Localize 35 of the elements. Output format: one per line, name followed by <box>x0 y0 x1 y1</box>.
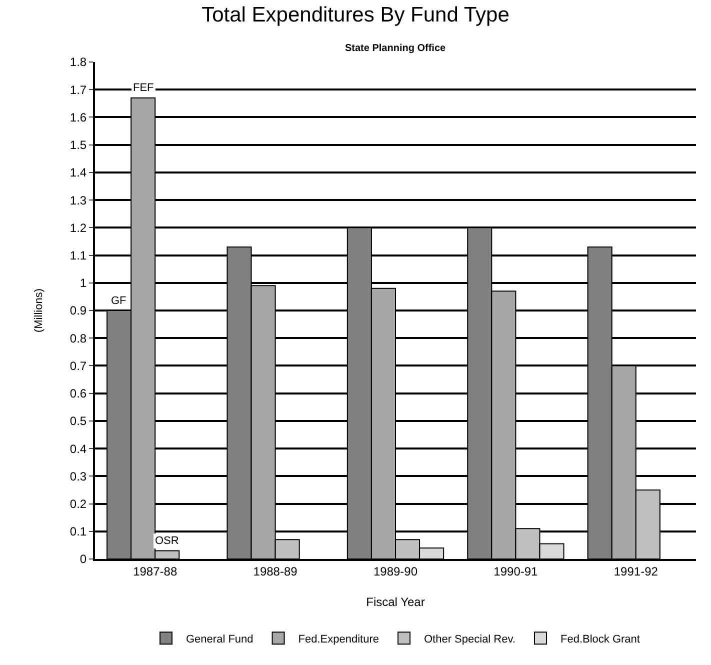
x-tick-label: 1988-89 <box>253 564 298 578</box>
x-tick-label: 1989-90 <box>373 564 418 578</box>
y-tick-label: 1.4 <box>70 166 87 180</box>
y-tick-label: 0.1 <box>70 524 87 539</box>
legend-label: Fed.Expenditure <box>298 633 379 646</box>
y-tick-label: 0.9 <box>70 304 87 318</box>
x-tick-label: 1990-91 <box>494 564 538 578</box>
y-tick-label: 1.3 <box>70 193 87 208</box>
chart-title: Total Expenditures By Fund Type <box>202 3 510 26</box>
y-tick-label: 1 <box>80 276 87 290</box>
legend-label: Other Special Rev. <box>424 633 516 646</box>
legend-label: General Fund <box>186 633 254 646</box>
y-tick-label: 0.3 <box>70 469 87 484</box>
y-tick-label: 0.8 <box>70 331 87 346</box>
annotation: GF <box>111 295 127 307</box>
y-tick-label: 1.7 <box>70 82 87 97</box>
y-tick-label: 1.6 <box>70 110 87 124</box>
y-tick-label: 1.2 <box>70 220 87 235</box>
chart-subtitle: State Planning Office <box>345 43 446 54</box>
y-tick-label: 0.6 <box>70 386 87 401</box>
y-tick-label: 0 <box>80 552 87 566</box>
y-tick-label: 0.5 <box>70 414 87 428</box>
y-tick-label: 0.4 <box>70 442 87 456</box>
x-axis-title: Fiscal Year <box>366 594 425 609</box>
y-tick-label: 1.5 <box>70 138 87 152</box>
annotation: FEF <box>133 82 154 94</box>
y-tick-label: 0.2 <box>70 496 87 511</box>
legend-label: Fed.Block Grant <box>560 633 640 646</box>
y-axis-title: (Millions) <box>33 288 46 332</box>
y-tick-label: 0.7 <box>70 358 87 373</box>
annotation: OSR <box>155 535 179 547</box>
y-tick-label: 1.8 <box>70 55 87 70</box>
x-tick-label: 1991-92 <box>614 564 658 578</box>
x-tick-label: 1987-88 <box>133 564 178 578</box>
y-tick-label: 1.1 <box>70 248 87 262</box>
